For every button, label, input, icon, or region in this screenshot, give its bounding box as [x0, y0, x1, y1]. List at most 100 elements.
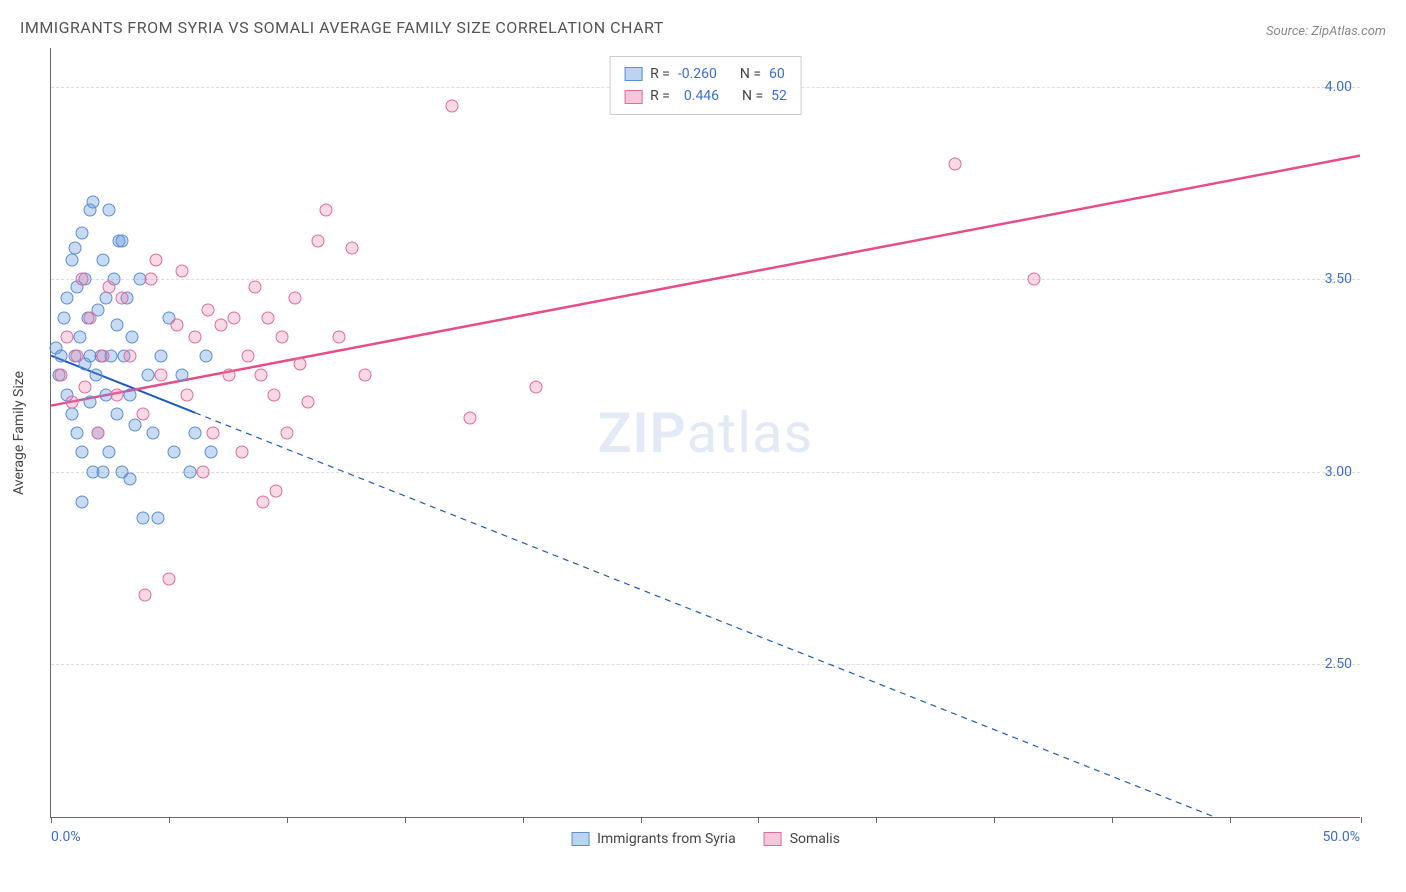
- point-somali: [84, 311, 97, 324]
- legend-row-syria: R = -0.260 N = 60: [624, 63, 787, 85]
- x-tick: [287, 817, 288, 823]
- point-somali: [262, 311, 275, 324]
- n-value-syria: 60: [769, 63, 785, 85]
- point-somali: [176, 265, 189, 278]
- legend-row-somali: R = 0.446 N = 52: [624, 85, 787, 107]
- point-somali: [301, 396, 314, 409]
- source-label: Source: ZipAtlas.com: [1266, 24, 1386, 39]
- x-tick: [169, 817, 170, 823]
- point-syria: [204, 446, 217, 459]
- point-somali: [241, 350, 254, 363]
- point-somali: [270, 484, 283, 497]
- legend-item-syria: Immigrants from Syria: [571, 831, 736, 847]
- point-somali: [65, 396, 78, 409]
- point-syria: [76, 446, 89, 459]
- point-syria: [199, 350, 212, 363]
- point-somali: [267, 388, 280, 401]
- x-tick: [641, 817, 642, 823]
- point-somali: [181, 388, 194, 401]
- legend-correlation: R = -0.260 N = 60 R = 0.446 N = 52: [609, 56, 802, 115]
- point-syria: [58, 311, 71, 324]
- point-somali: [236, 446, 249, 459]
- trend-lines: [51, 48, 1360, 817]
- point-somali: [280, 427, 293, 440]
- r-value-syria: -0.260: [678, 63, 717, 85]
- x-tick: [405, 817, 406, 823]
- y-tick-label: 4.00: [1325, 79, 1352, 95]
- swatch-syria-bottom: [571, 832, 589, 846]
- point-somali: [288, 292, 301, 305]
- x-tick: [1112, 817, 1113, 823]
- point-somali: [1027, 273, 1040, 286]
- point-somali: [293, 357, 306, 370]
- grid-line: [51, 664, 1360, 665]
- point-somali: [254, 369, 267, 382]
- y-tick-label: 3.00: [1325, 464, 1352, 480]
- point-somali: [155, 369, 168, 382]
- point-somali: [189, 330, 202, 343]
- point-somali: [445, 99, 458, 112]
- point-somali: [529, 380, 542, 393]
- point-somali: [312, 234, 325, 247]
- y-tick-label: 3.50: [1325, 271, 1352, 287]
- swatch-somali-bottom: [764, 832, 782, 846]
- r-label: R =: [650, 85, 670, 107]
- point-syria: [155, 350, 168, 363]
- point-syria: [55, 350, 68, 363]
- point-syria: [128, 419, 141, 432]
- point-syria: [126, 330, 139, 343]
- chart-title: IMMIGRANTS FROM SYRIA VS SOMALI AVERAGE …: [20, 18, 664, 37]
- x-tick: [1230, 817, 1231, 823]
- point-somali: [115, 292, 128, 305]
- point-somali: [249, 280, 262, 293]
- point-syria: [123, 473, 136, 486]
- point-somali: [144, 273, 157, 286]
- point-somali: [320, 203, 333, 216]
- point-somali: [359, 369, 372, 382]
- point-somali: [71, 350, 84, 363]
- point-syria: [152, 511, 165, 524]
- point-syria: [123, 388, 136, 401]
- point-somali: [228, 311, 241, 324]
- point-syria: [73, 330, 86, 343]
- legend-item-somali: Somalis: [764, 831, 840, 847]
- point-somali: [136, 407, 149, 420]
- point-somali: [102, 280, 115, 293]
- point-somali: [464, 411, 477, 424]
- y-axis-label: Average Family Size: [11, 370, 27, 494]
- point-syria: [68, 242, 81, 255]
- watermark-atlas: atlas: [687, 400, 814, 466]
- x-max-label: 50.0%: [1322, 829, 1360, 845]
- x-tick: [523, 817, 524, 823]
- swatch-syria: [624, 67, 642, 81]
- point-syria: [97, 253, 110, 266]
- grid-line: [51, 472, 1360, 473]
- plot-area: Average Family Size 2.503.003.504.00 ZIP…: [50, 48, 1360, 818]
- point-syria: [100, 292, 113, 305]
- point-somali: [215, 319, 228, 332]
- r-label: R =: [650, 63, 670, 85]
- point-somali: [60, 330, 73, 343]
- point-syria: [176, 369, 189, 382]
- point-syria: [168, 446, 181, 459]
- point-somali: [346, 242, 359, 255]
- point-syria: [86, 465, 99, 478]
- x-min-label: 0.0%: [51, 829, 81, 845]
- point-syria: [76, 496, 89, 509]
- point-syria: [189, 427, 202, 440]
- point-somali: [76, 273, 89, 286]
- point-syria: [141, 369, 154, 382]
- legend-series: Immigrants from Syria Somalis: [571, 831, 840, 847]
- point-somali: [223, 369, 236, 382]
- point-syria: [76, 226, 89, 239]
- x-tick: [1361, 817, 1362, 823]
- x-tick: [758, 817, 759, 823]
- point-somali: [948, 157, 961, 170]
- point-somali: [97, 350, 110, 363]
- r-value-somali: 0.446: [678, 85, 719, 107]
- point-somali: [79, 380, 92, 393]
- n-label: N =: [740, 63, 761, 85]
- point-syria: [110, 407, 123, 420]
- swatch-somali: [624, 90, 642, 104]
- x-tick: [876, 817, 877, 823]
